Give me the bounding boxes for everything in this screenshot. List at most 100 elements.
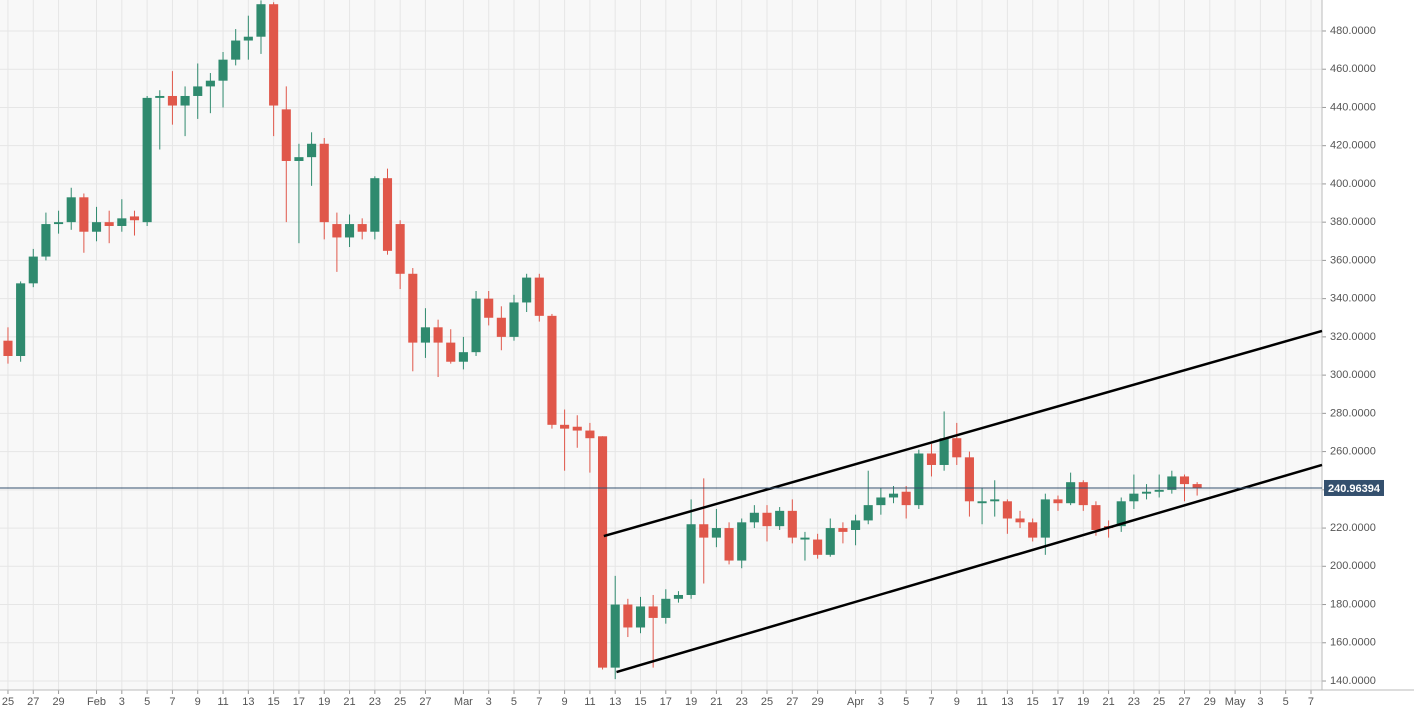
y-tick-label: 460.0000 [1330,63,1376,75]
candle-body [319,143,329,223]
last-price-box [1324,479,1384,496]
y-tick-label: 420.0000 [1330,140,1376,152]
candle-body [218,59,228,81]
candle-body [1141,491,1152,494]
candle-body [1192,484,1202,488]
candle-body [79,197,89,232]
x-tick-label: Feb [87,696,106,708]
candle-body [1066,482,1076,504]
x-tick-label: 13 [609,696,621,708]
candle-body [91,222,102,232]
y-tick-label: 160.0000 [1330,637,1376,649]
y-tick-label: 440.0000 [1330,101,1376,113]
candle-body [977,501,987,504]
candle-body [1028,522,1038,538]
candle-body [395,224,405,274]
x-tick-label: 5 [144,696,150,708]
candle-body [382,178,393,251]
x-tick-label: 9 [954,696,960,708]
y-tick-label: 220.0000 [1330,522,1376,534]
y-tick-label: 360.0000 [1330,254,1376,266]
x-tick-label: 17 [660,696,672,708]
candle-body [597,436,608,668]
candle-body [939,438,949,465]
candle-body [825,528,835,555]
y-tick-label: 380.0000 [1330,216,1376,228]
x-tick-label: 23 [1128,696,1140,708]
candle-body [420,327,430,343]
candle-body [914,453,924,506]
x-tick-label: 3 [119,696,125,708]
candle-body [838,528,848,532]
x-tick-label: 9 [562,696,568,708]
candle-body [41,224,51,257]
x-tick-label: 7 [536,696,542,708]
candle-body [256,4,266,37]
candle-body [446,342,456,362]
x-tick-label: 25 [1153,696,1165,708]
candle-body [180,95,190,106]
candle-body [863,505,873,521]
x-tick-label: 23 [736,696,748,708]
x-tick-label: 15 [1027,696,1039,708]
candle-body [926,453,937,465]
candle-body [193,86,203,96]
candle-body [775,510,785,527]
candle-body [699,524,709,538]
candle-body [433,327,443,343]
candle-body [635,606,646,628]
y-tick-label: 400.0000 [1330,178,1376,190]
candle-body [509,302,519,337]
candle-body [458,352,468,362]
x-tick-label: 7 [1308,696,1314,708]
x-tick-label: Apr [847,696,864,708]
x-tick-label: 7 [169,696,175,708]
candle-body [3,340,13,356]
x-tick-label: 3 [878,696,884,708]
candle-body [522,277,532,303]
candle-body [1154,489,1164,492]
candle-body [66,197,76,223]
candle-body [1002,501,1012,519]
candle-body [129,216,140,221]
x-tick-label: 29 [811,696,823,708]
candle-body [560,424,570,429]
x-tick-label: 19 [318,696,330,708]
candle-body [901,491,911,506]
candle-body [269,4,279,106]
candle-body [572,426,582,431]
candle-body [1078,482,1088,506]
y-tick-label: 480.0000 [1330,25,1376,37]
x-tick-label: 29 [52,696,64,708]
x-tick-label: 29 [1204,696,1216,708]
x-tick-label: 25 [2,696,14,708]
candle-body [623,604,633,628]
candle-body [1091,505,1101,530]
y-tick-label: 140.0000 [1330,675,1376,687]
candle-body [357,224,367,232]
candle-body [888,493,899,498]
candle-body [787,510,797,538]
candle-body [876,497,886,506]
candle-body [1129,493,1139,502]
x-tick-label: 5 [1283,696,1289,708]
x-tick-label: 11 [584,696,595,708]
candle-body [610,604,620,668]
x-tick-label: 27 [786,696,798,708]
x-tick-label: 9 [195,696,201,708]
candle-body [471,298,481,353]
x-tick-label: 17 [1052,696,1064,708]
x-tick-label: 17 [293,696,305,708]
y-tick-label: 300.0000 [1330,369,1376,381]
candle-body [648,606,658,618]
candle-body [167,95,177,106]
candle-body [534,277,544,316]
x-tick-label: 13 [1001,696,1013,708]
candle-body [851,520,861,530]
x-tick-label: 15 [634,696,646,708]
x-tick-label: 27 [27,696,39,708]
candle-body [104,222,114,226]
trendline [603,329,1323,538]
x-tick-label: 25 [394,696,406,708]
